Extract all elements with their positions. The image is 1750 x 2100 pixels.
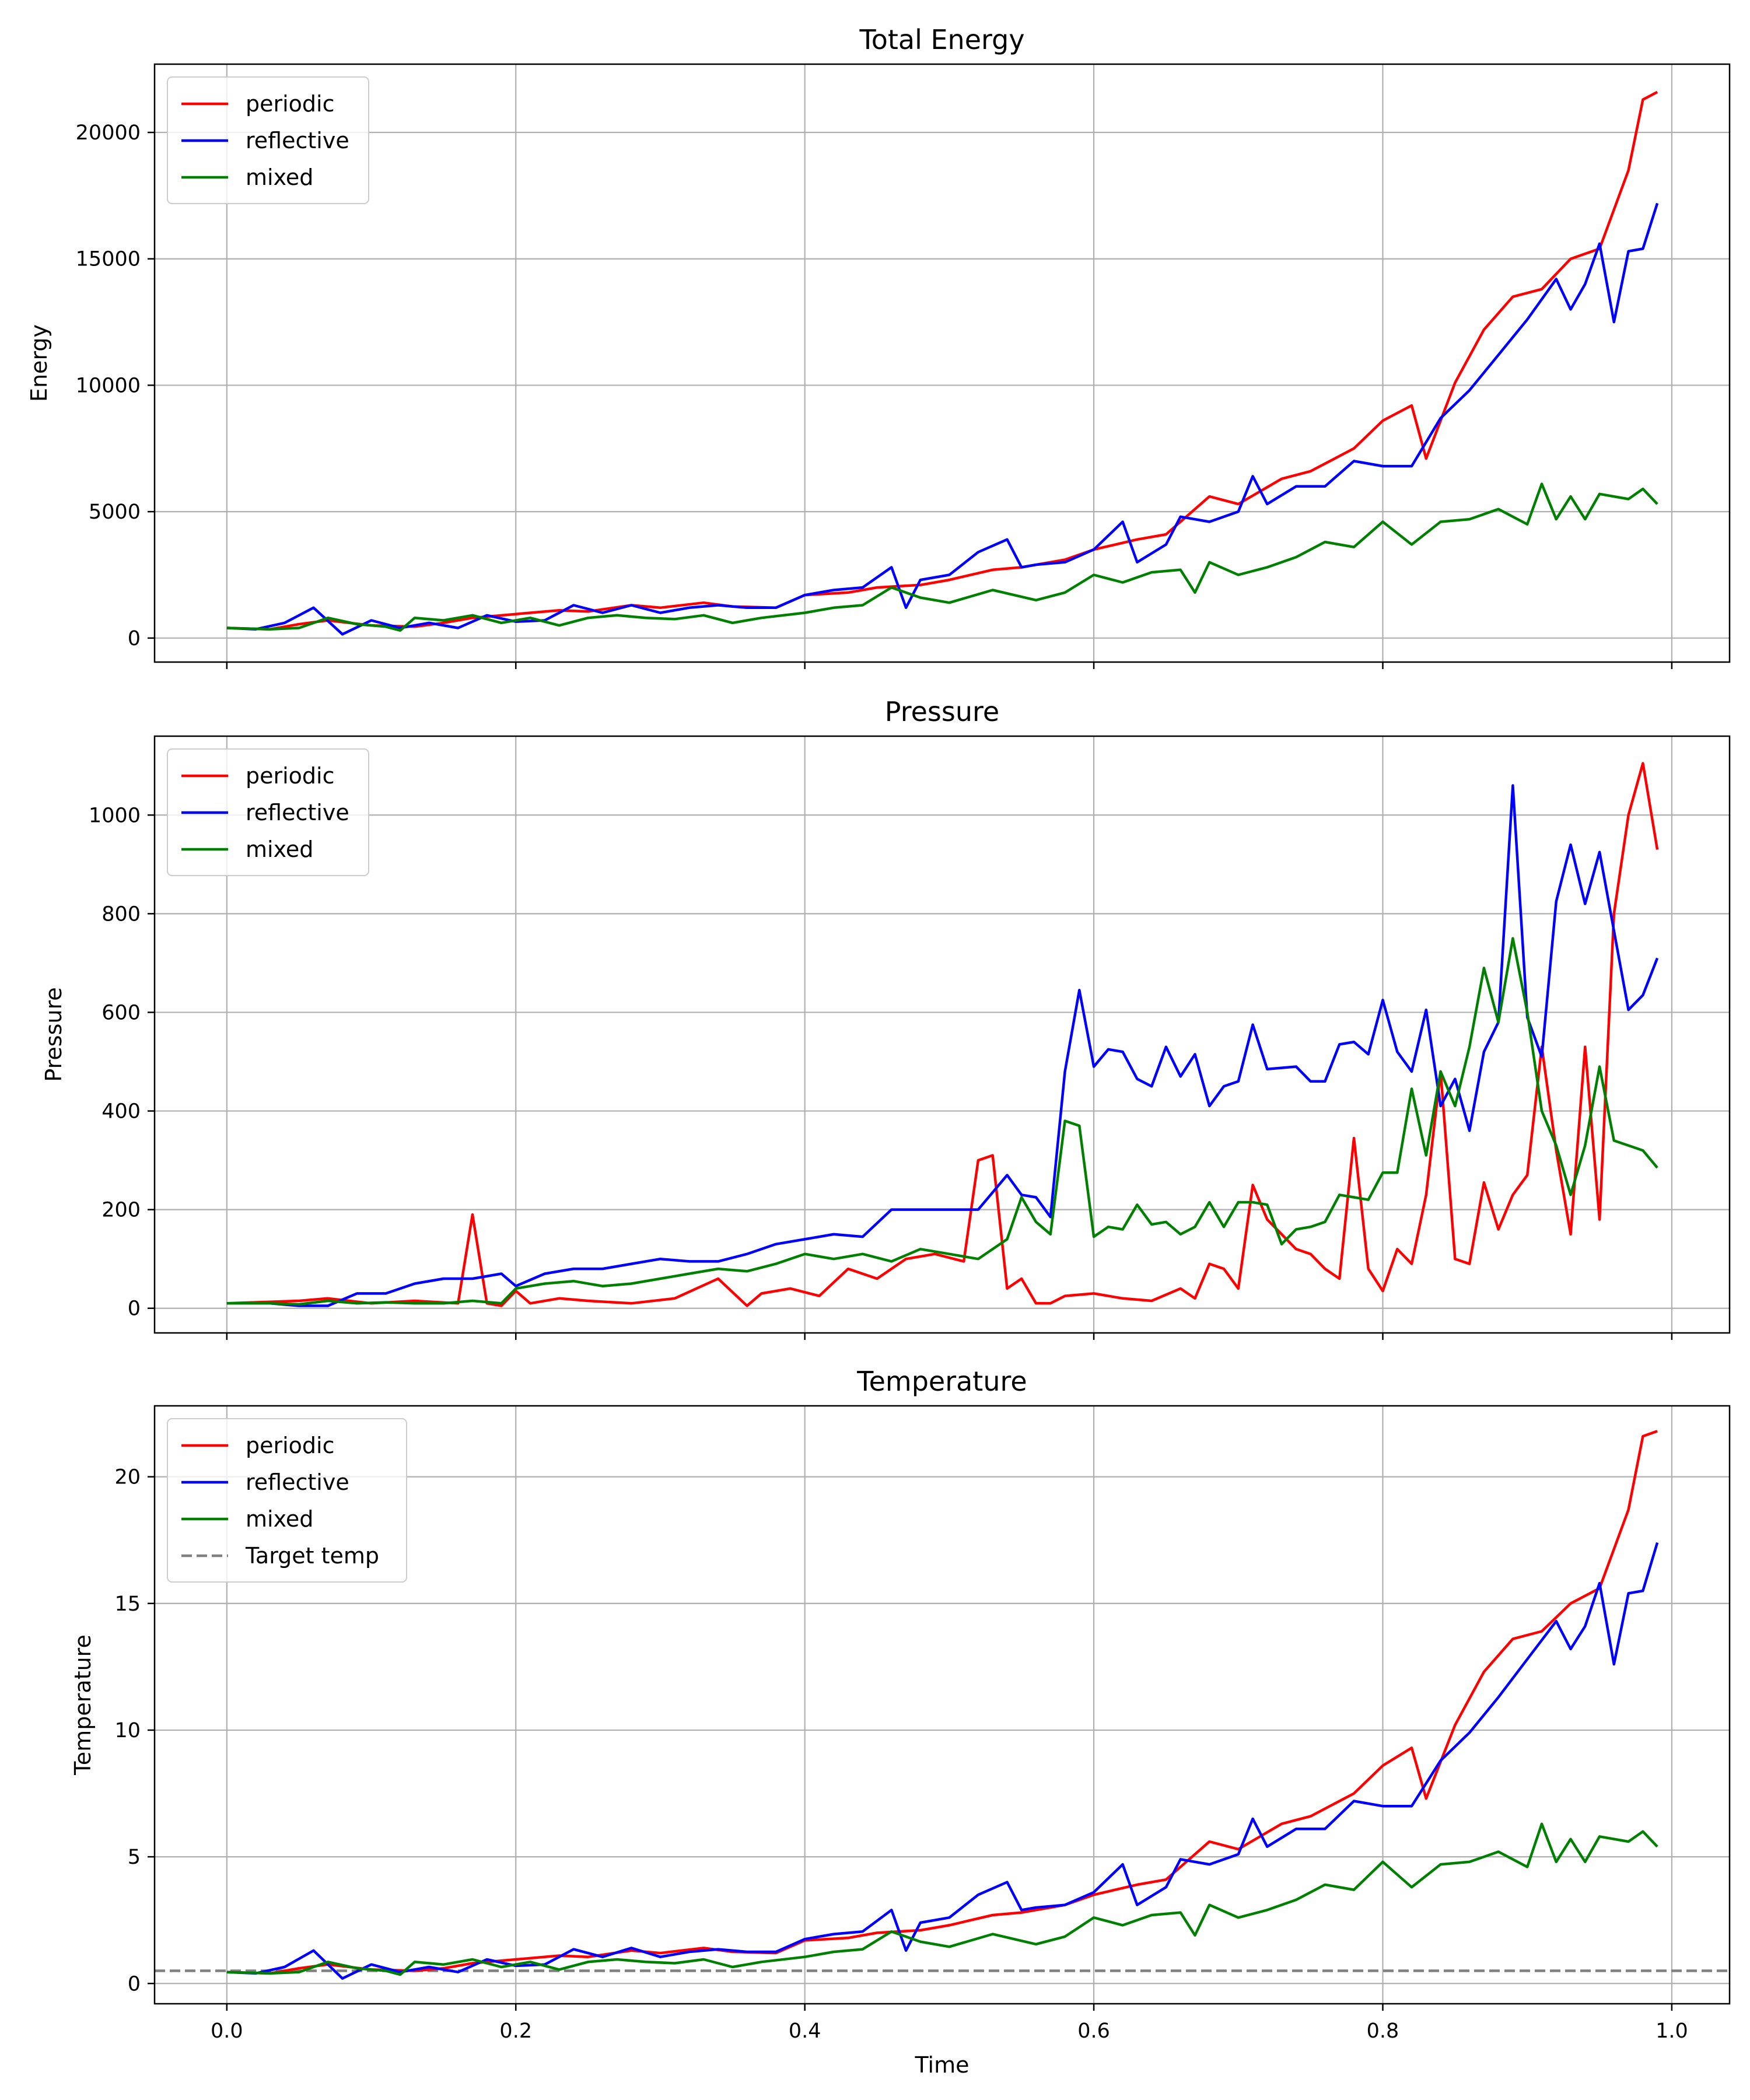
y-tick-label: 15000 bbox=[76, 248, 141, 271]
y-tick-label: 400 bbox=[102, 1100, 141, 1124]
y-tick-label: 800 bbox=[102, 902, 141, 926]
legend-entry: Target temp bbox=[245, 1543, 379, 1569]
legend-entry: periodic bbox=[246, 1433, 335, 1458]
legend-box bbox=[167, 76, 369, 204]
y-tick-label: 15 bbox=[114, 1592, 141, 1616]
series-line-reflective bbox=[226, 1542, 1659, 1980]
series-line-periodic bbox=[226, 90, 1658, 631]
legend-entry: reflective bbox=[246, 800, 349, 825]
chart-title: Temperature bbox=[856, 1366, 1027, 1397]
y-axis-label: Pressure bbox=[41, 987, 66, 1082]
x-tick-label: 1.0 bbox=[1656, 2020, 1688, 2043]
legend-entry: mixed bbox=[246, 836, 313, 862]
y-tick-label: 200 bbox=[102, 1199, 141, 1222]
legend: periodic reflective mixed Target temp bbox=[167, 1418, 407, 1583]
legend-entry: mixed bbox=[246, 164, 313, 190]
series-line-periodic bbox=[226, 762, 1659, 1307]
legend-entry: reflective bbox=[246, 128, 349, 153]
legend-entry: reflective bbox=[246, 1469, 349, 1495]
y-tick-label: 5000 bbox=[89, 501, 141, 524]
y-tick-label: 10000 bbox=[76, 374, 141, 397]
y-tick-label: 10 bbox=[114, 1719, 141, 1742]
y-tick-label: 0 bbox=[128, 1297, 141, 1321]
legend-box bbox=[167, 1418, 407, 1583]
y-axis-label: Energy bbox=[26, 324, 52, 402]
y-axis-label: Temperature bbox=[70, 1634, 96, 1776]
y-tick-label: 0 bbox=[128, 1972, 141, 1996]
axes-frame bbox=[153, 1405, 1731, 2005]
legend-box bbox=[167, 748, 369, 876]
y-tick-label: 20000 bbox=[76, 121, 141, 145]
y-tick-label: 1000 bbox=[89, 804, 141, 827]
axes-frame bbox=[153, 63, 1731, 663]
chart-title: Total Energy bbox=[859, 24, 1024, 55]
x-tick-label: 0.2 bbox=[499, 2020, 532, 2043]
x-tick-label: 0.0 bbox=[211, 2020, 243, 2043]
panel-total-energy: 0 5000 10000 15000 20000 Total Energy Energy pe… bbox=[26, 24, 1731, 669]
grid bbox=[155, 1406, 1730, 2004]
chart-title: Pressure bbox=[885, 696, 999, 727]
series-line-mixed bbox=[226, 937, 1658, 1306]
series-line-periodic bbox=[226, 1430, 1658, 1975]
legend-entry: periodic bbox=[246, 91, 335, 117]
x-tick-label: 0.4 bbox=[789, 2020, 821, 2043]
legend-entry: periodic bbox=[246, 763, 335, 789]
y-tick-label: 0 bbox=[128, 627, 141, 650]
grid bbox=[155, 736, 1730, 1333]
y-tick-label: 600 bbox=[102, 1001, 141, 1024]
y-tick-label: 20 bbox=[114, 1466, 141, 1489]
legend: periodic reflective mixed bbox=[167, 748, 369, 876]
grid bbox=[155, 64, 1730, 662]
legend: periodic reflective mixed bbox=[167, 76, 369, 204]
y-tick-label: 5 bbox=[128, 1846, 141, 1869]
series-line-mixed bbox=[226, 1822, 1658, 1976]
axes-frame bbox=[153, 735, 1731, 1334]
series-line-reflective bbox=[226, 784, 1659, 1307]
x-tick-label: 0.8 bbox=[1367, 2020, 1399, 2043]
x-axis-label: Time bbox=[915, 2052, 970, 2078]
series-line-mixed bbox=[226, 482, 1658, 632]
series-line-reflective bbox=[226, 202, 1659, 636]
x-tick-label: 0.6 bbox=[1077, 2020, 1110, 2043]
panel-pressure: 0 200 400 600 800 1000 Pressure Pressure periodi… bbox=[41, 696, 1731, 1340]
legend-entry: mixed bbox=[246, 1506, 313, 1532]
panel-temperature: 0.0 0.2 0.4 0.6 0.8 1.0 0 5 10 15 20 Temperature Tem… bbox=[70, 1366, 1731, 2043]
